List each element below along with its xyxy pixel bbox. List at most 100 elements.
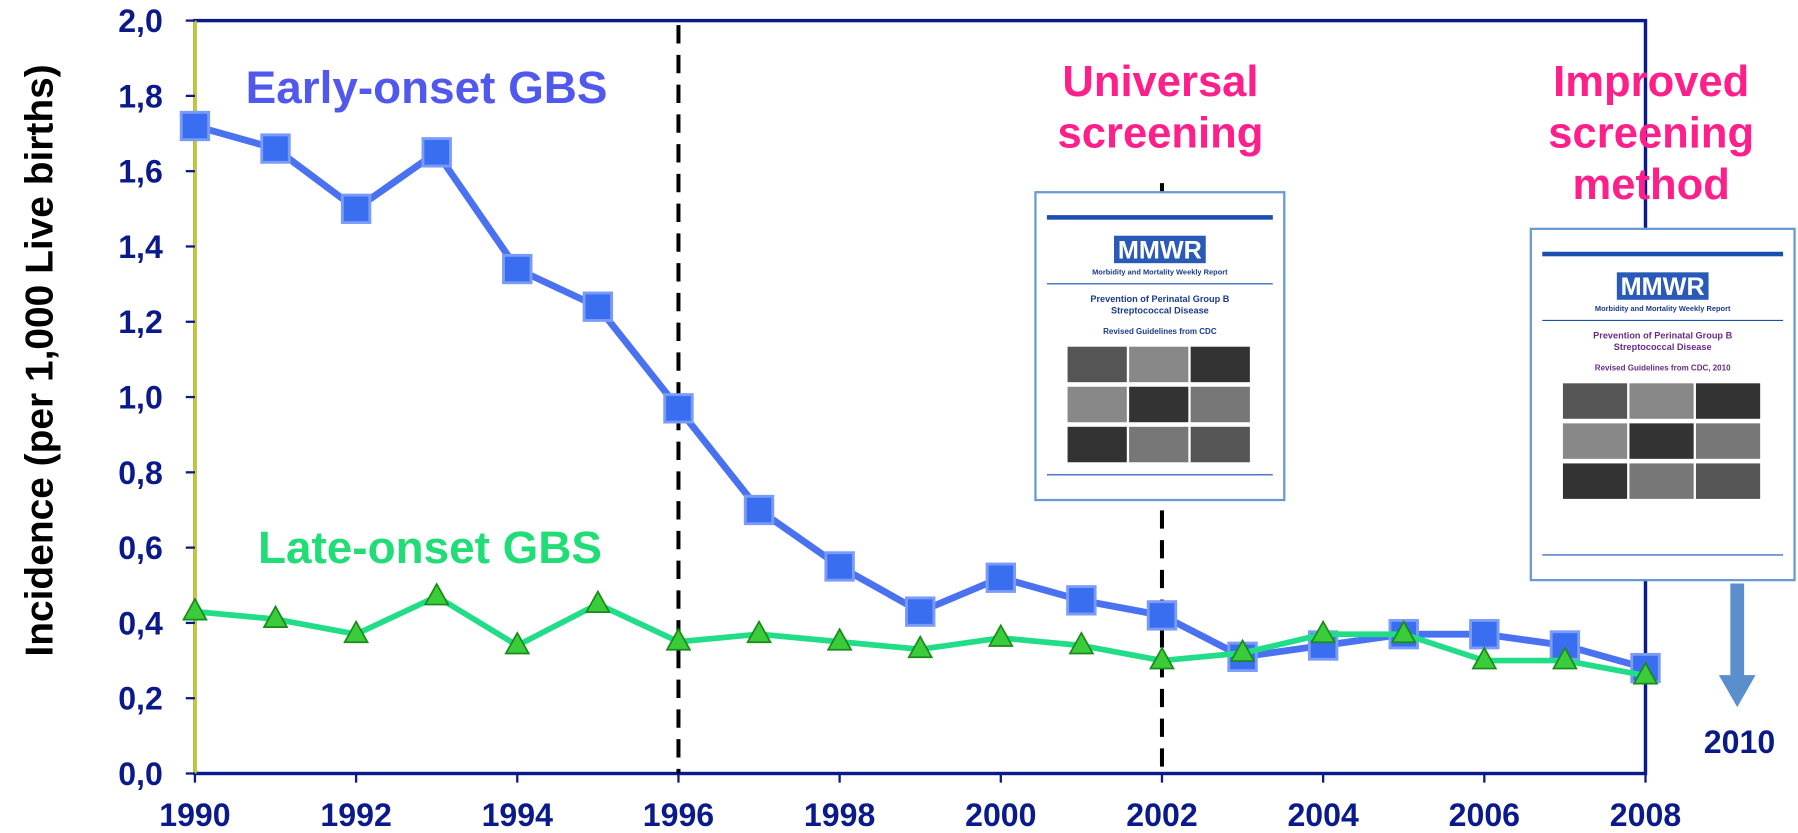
document-note: Revised Guidelines from CDC — [1103, 327, 1217, 336]
document-photo — [1190, 346, 1250, 383]
document-photo — [1067, 346, 1127, 383]
document-photo — [1695, 463, 1761, 499]
document-photo — [1067, 386, 1127, 423]
data-point — [1632, 661, 1659, 685]
document-heading: Streptococcal Disease — [1614, 342, 1712, 352]
document-photo — [1629, 463, 1694, 499]
annotation: screening — [1058, 110, 1264, 158]
data-point — [1551, 646, 1578, 670]
data-point — [987, 623, 1014, 647]
data-point — [907, 634, 934, 659]
document-photo — [1129, 346, 1189, 383]
document-logo-box — [1114, 235, 1206, 264]
x-tick-label: 1998 — [804, 797, 875, 833]
document-photo — [1695, 423, 1761, 459]
document-photo — [1695, 383, 1761, 419]
data-point — [1469, 619, 1500, 650]
y-axis-label: Incidence (per 1,000 Live births) — [19, 64, 62, 656]
y-tick-label: 0,8 — [118, 455, 163, 491]
document-photo — [1190, 386, 1250, 423]
document-heading: Streptococcal Disease — [1111, 306, 1209, 316]
data-point — [824, 551, 855, 582]
annotation: method — [1573, 161, 1730, 209]
data-point — [179, 110, 211, 142]
document-photo — [1129, 386, 1189, 423]
data-point — [1229, 638, 1256, 662]
document-logo-box — [1616, 272, 1709, 300]
arrow — [1718, 583, 1756, 708]
x-tick-label: 1992 — [320, 797, 391, 833]
document-photo — [1629, 423, 1694, 459]
document-photo — [1129, 426, 1189, 463]
data-point — [985, 562, 1016, 593]
data-point — [502, 253, 533, 285]
x-tick-label: 1996 — [643, 797, 714, 833]
data-point — [665, 627, 692, 651]
data-point — [582, 291, 614, 322]
document-subtitle: Morbidity and Mortality Weekly Report — [1092, 268, 1228, 277]
y-tick-label: 1,2 — [118, 304, 163, 340]
x-tick-label: 2002 — [1126, 797, 1197, 833]
y-tick-label: 2,0 — [118, 3, 163, 39]
x-tick-label: 2004 — [1287, 797, 1359, 833]
x-tick-label: 2006 — [1449, 797, 1520, 833]
data-point — [1471, 646, 1498, 670]
data-point — [504, 631, 531, 655]
annotation: Improved — [1553, 58, 1749, 106]
data-point — [746, 619, 772, 644]
y-tick-label: 0,2 — [118, 681, 163, 717]
y-tick-label: 0,0 — [118, 756, 163, 792]
data-point — [423, 582, 450, 606]
document-photo — [1190, 426, 1250, 463]
series-line — [194, 122, 1647, 672]
data-point — [182, 597, 208, 621]
document-logo: MMWR — [1621, 273, 1705, 301]
x-tick-label: 2000 — [965, 797, 1036, 833]
data-point — [343, 619, 370, 644]
annotation: Universal — [1062, 58, 1258, 106]
y-tick-label: 1,0 — [118, 380, 163, 416]
data-point — [1066, 585, 1097, 616]
document-subtitle: Morbidity and Mortality Weekly Report — [1595, 304, 1731, 313]
data-point — [1146, 600, 1178, 631]
data-point — [1310, 619, 1337, 644]
document-heading: Prevention of Perinatal Group B — [1593, 331, 1732, 341]
annotation: 2010 — [1704, 724, 1775, 760]
x-tick-label: 1994 — [482, 797, 554, 833]
document-photo — [1067, 426, 1127, 463]
document-heading: Prevention of Perinatal Group B — [1090, 294, 1229, 304]
data-point — [663, 393, 694, 424]
y-tick-label: 1,4 — [118, 229, 163, 265]
plot-frame — [193, 18, 1648, 776]
y-tick-label: 1,6 — [118, 154, 163, 190]
y-tick-label: 0,6 — [118, 530, 163, 566]
y-tick-label: 0,4 — [118, 605, 163, 641]
document-photo — [1562, 383, 1628, 419]
data-point — [1068, 631, 1095, 655]
document-photo — [1562, 423, 1628, 459]
document-note: Revised Guidelines from CDC, 2010 — [1595, 364, 1731, 373]
data-point — [260, 133, 291, 164]
document-photo — [1562, 463, 1628, 499]
document-photo — [1629, 383, 1694, 419]
legend-label: Late-onset GBS — [258, 522, 602, 573]
data-point — [1390, 619, 1417, 644]
y-tick-label: 1,8 — [118, 78, 163, 114]
data-point — [340, 193, 372, 224]
legend-label: Early-onset GBS — [246, 62, 608, 113]
data-point — [584, 589, 611, 613]
data-point — [905, 596, 936, 627]
x-tick-label: 2008 — [1610, 797, 1681, 833]
document-bar — [1542, 251, 1784, 257]
annotation: screening — [1548, 110, 1754, 158]
data-point — [421, 137, 452, 168]
data-point — [826, 627, 853, 651]
x-tick-label: 1990 — [159, 797, 230, 833]
data-point — [262, 604, 289, 629]
document-logo: MMWR — [1118, 237, 1202, 265]
data-point — [743, 494, 775, 526]
data-point — [1149, 646, 1175, 670]
document-bar — [1046, 215, 1273, 220]
